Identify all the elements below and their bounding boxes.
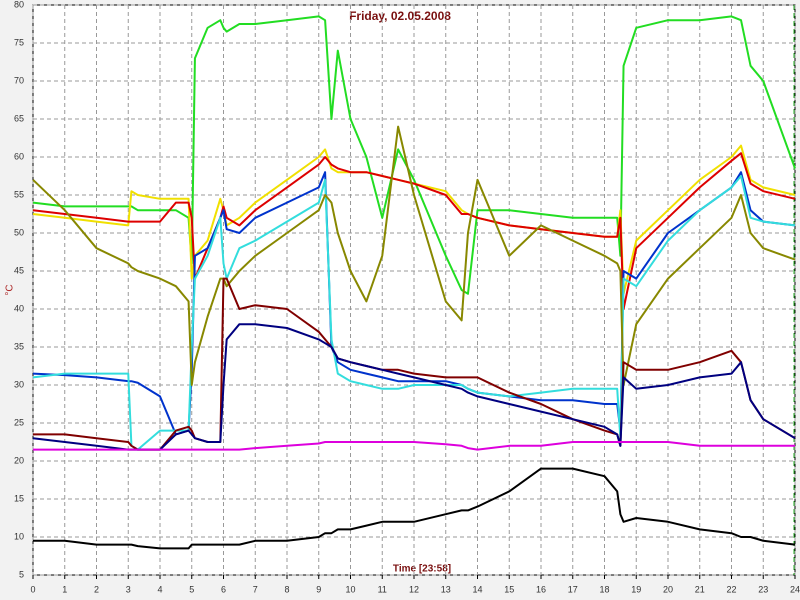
data-line xyxy=(32,125,796,386)
y-tick-label: 75 xyxy=(14,37,24,47)
x-tick-label: 12 xyxy=(409,584,419,594)
y-axis-label: °C xyxy=(5,284,16,295)
x-tick-label: 5 xyxy=(189,584,194,594)
y-tick-label: 60 xyxy=(14,151,24,161)
y-tick-label: 45 xyxy=(14,265,24,275)
x-axis-label: Time [23:58] xyxy=(393,564,451,575)
y-tick-label: 10 xyxy=(14,531,24,541)
x-tick-label: 13 xyxy=(441,584,451,594)
y-tick-label: 35 xyxy=(14,341,24,351)
x-tick-label: 17 xyxy=(568,584,578,594)
x-tick-label: 16 xyxy=(536,584,546,594)
data-line xyxy=(32,175,796,451)
x-tick-label: 8 xyxy=(284,584,289,594)
x-tick-label: 10 xyxy=(345,584,355,594)
x-tick-label: 6 xyxy=(221,584,226,594)
y-tick-label: 25 xyxy=(14,417,24,427)
x-tick-label: 11 xyxy=(378,584,387,594)
y-tick-label: 80 xyxy=(14,0,24,9)
y-tick-label: 15 xyxy=(14,493,24,503)
y-tick-label: 30 xyxy=(14,379,24,389)
x-tick-label: 9 xyxy=(316,584,321,594)
y-tick-label: 50 xyxy=(14,227,24,237)
y-tick-label: 5 xyxy=(19,569,24,579)
x-tick-label: 22 xyxy=(726,584,736,594)
x-tick-label: 18 xyxy=(599,584,609,594)
x-tick-label: 2 xyxy=(94,584,99,594)
y-tick-label: 20 xyxy=(14,455,24,465)
x-tick-label: 21 xyxy=(695,584,705,594)
y-tick-label: 40 xyxy=(14,303,24,313)
x-tick-label: 1 xyxy=(62,584,67,594)
data-line xyxy=(32,152,796,310)
x-tick-label: 24 xyxy=(790,584,800,594)
y-tick-label: 55 xyxy=(14,189,24,199)
y-tick-label: 65 xyxy=(14,113,24,123)
x-tick-label: 4 xyxy=(157,584,162,594)
x-tick-label: 20 xyxy=(663,584,673,594)
data-line xyxy=(32,15,796,295)
x-tick-label: 23 xyxy=(758,584,768,594)
x-tick-label: 7 xyxy=(253,584,258,594)
x-tick-label: 0 xyxy=(30,584,35,594)
chart-title: Friday, 02.05.2008 xyxy=(349,9,451,23)
x-tick-label: 14 xyxy=(472,584,482,594)
data-line xyxy=(32,323,796,451)
x-tick-label: 19 xyxy=(631,584,641,594)
data-line xyxy=(33,441,795,451)
y-tick-label: 70 xyxy=(14,75,24,85)
x-tick-label: 3 xyxy=(126,584,131,594)
data-line xyxy=(33,467,796,550)
x-tick-label: 15 xyxy=(504,584,514,594)
